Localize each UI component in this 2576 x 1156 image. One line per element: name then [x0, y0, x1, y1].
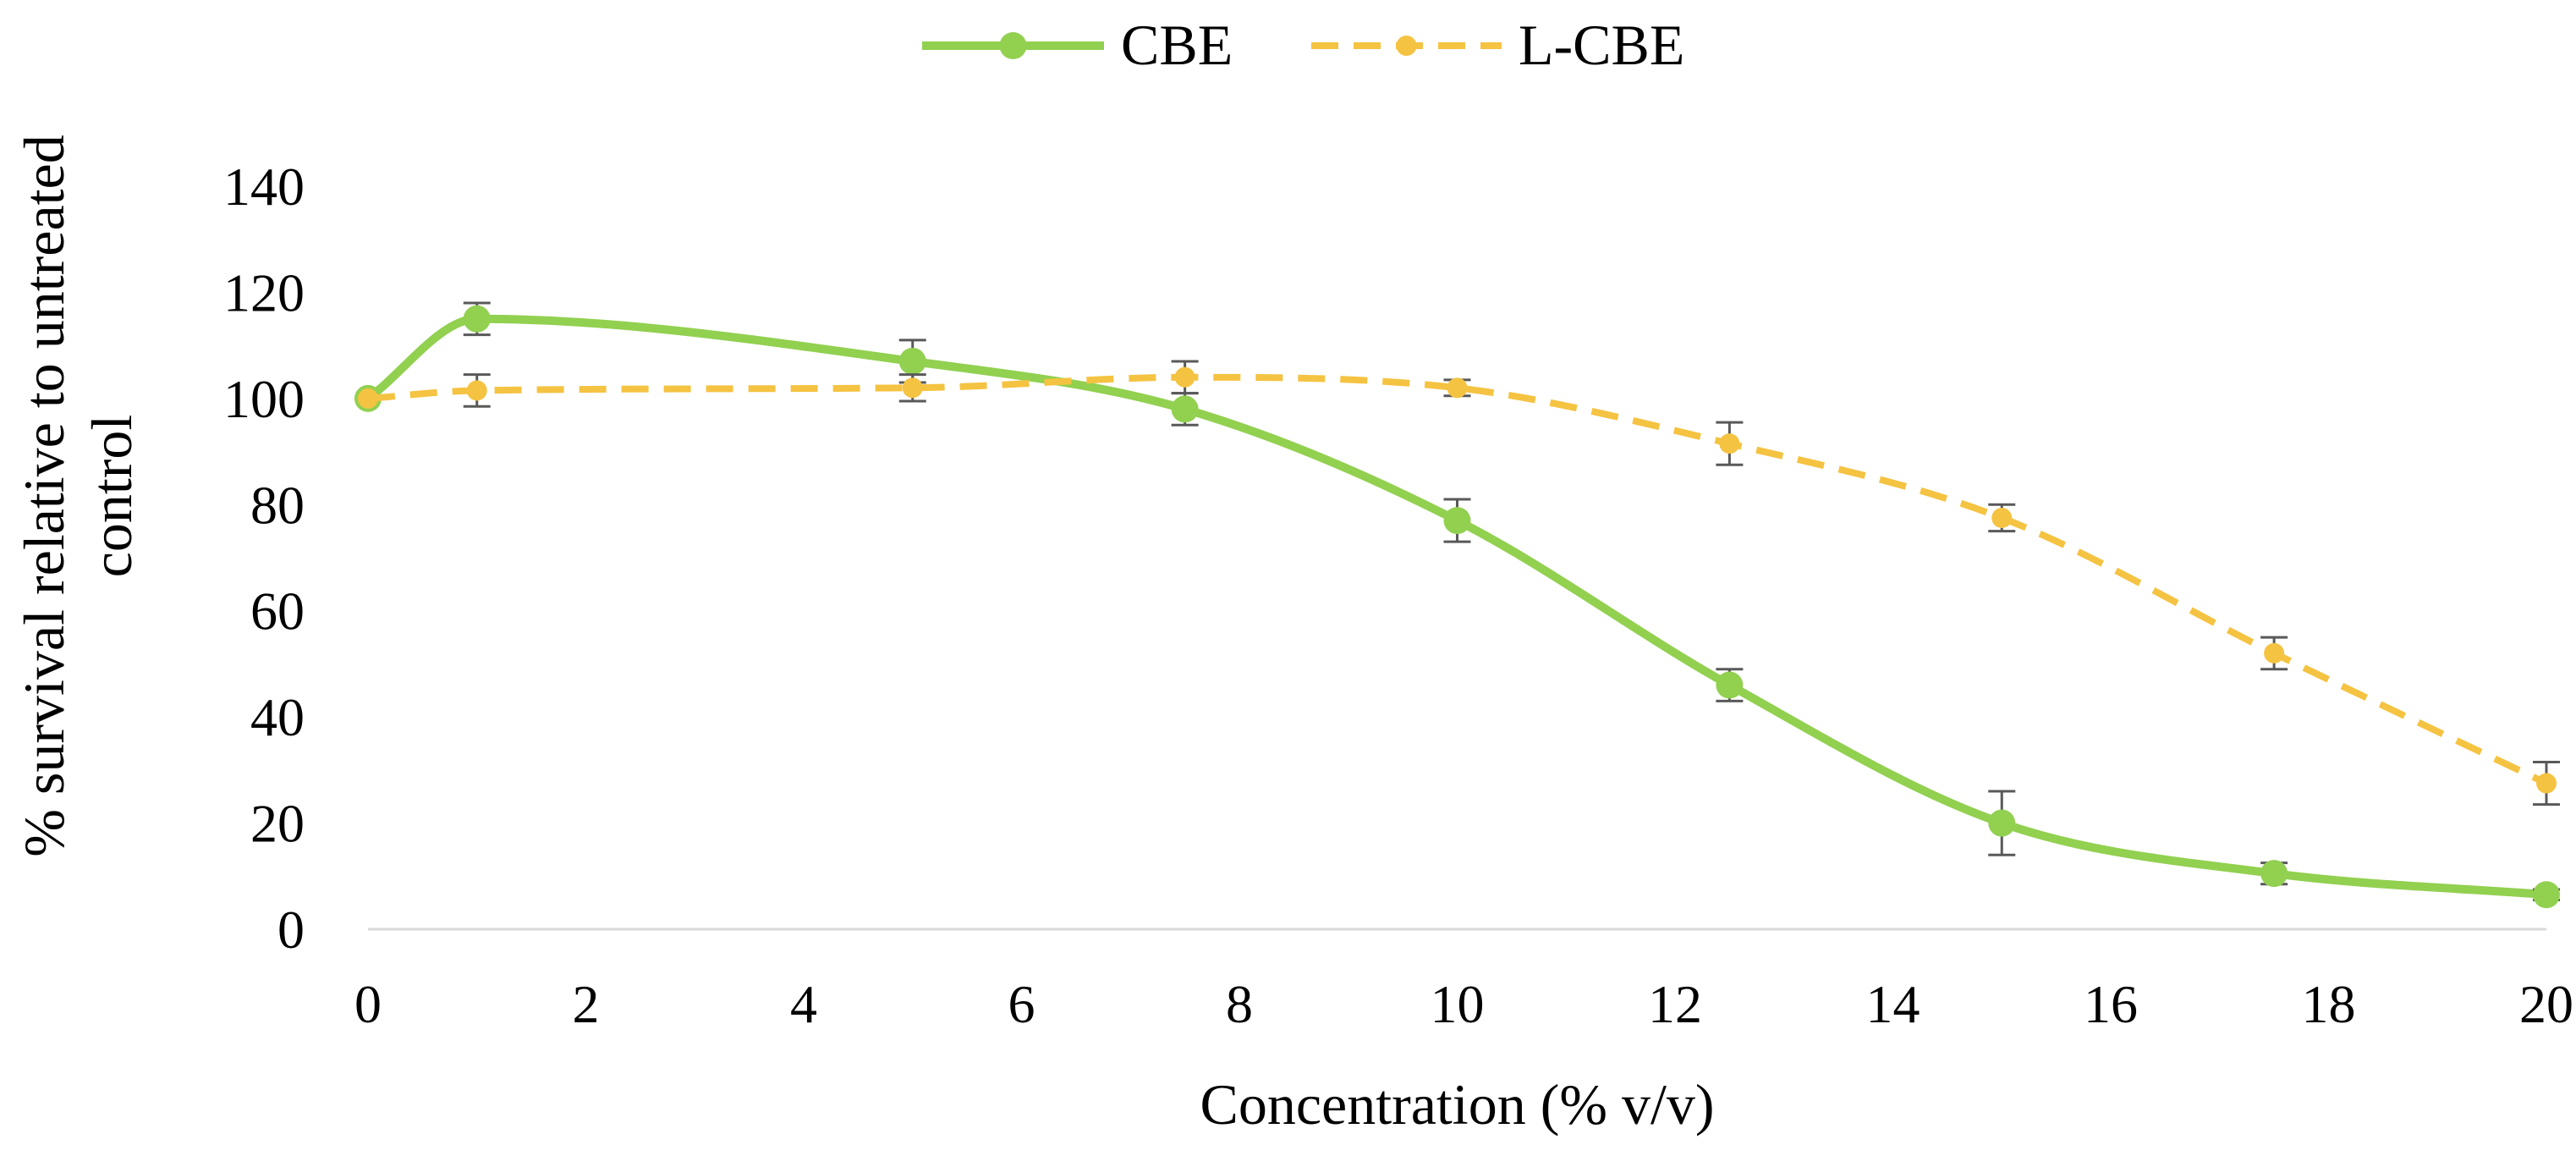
legend-label: CBE: [1121, 13, 1233, 77]
y-tick-label: 60: [250, 581, 305, 641]
x-tick-label: 10: [1431, 974, 1485, 1034]
data-point: [1171, 395, 1199, 423]
x-axis-ticks: 0 2 4 6 8 10 12 14 16 18 20: [354, 974, 2573, 1034]
y-axis-ticks: 0 20 40 60 80 100 120 140: [223, 157, 305, 960]
x-tick-label: 4: [790, 974, 817, 1034]
data-point: [1716, 671, 1744, 699]
data-point: [1719, 433, 1740, 454]
y-tick-label: 0: [277, 900, 305, 960]
y-tick-label: 100: [223, 369, 305, 429]
data-point: [358, 388, 378, 409]
x-tick-label: 8: [1226, 974, 1253, 1034]
data-point: [2264, 642, 2285, 663]
x-tick-label: 6: [1008, 974, 1035, 1034]
data-point: [2533, 881, 2560, 909]
series-line-l-cbe: [367, 373, 2548, 787]
x-tick-label: 18: [2302, 974, 2356, 1034]
x-tick-label: 14: [1866, 974, 1920, 1034]
data-point: [466, 380, 487, 401]
legend: CBE L-CBE: [922, 13, 1684, 77]
data-point: [1174, 366, 1195, 388]
series-layer: [354, 301, 2560, 909]
data-point: [2260, 860, 2288, 888]
y-tick-label: 40: [250, 687, 305, 747]
y-axis-title-line-1: % survival relative to untreated: [12, 135, 76, 856]
legend-item-l-cbe: L-CBE: [1311, 13, 1684, 77]
x-tick-label: 12: [1648, 974, 1702, 1034]
data-point: [2536, 773, 2557, 794]
data-point: [463, 305, 491, 333]
legend-item-cbe: CBE: [922, 13, 1233, 77]
legend-swatch-marker: [999, 32, 1027, 59]
x-tick-label: 2: [573, 974, 600, 1034]
series-line-cbe: [365, 314, 2547, 900]
x-tick-label: 0: [354, 974, 382, 1034]
x-tick-label: 20: [2519, 974, 2573, 1034]
x-tick-label: 16: [2084, 974, 2138, 1034]
legend-swatch-marker: [1396, 36, 1417, 56]
series-l-cbe: [358, 360, 2560, 806]
y-axis-title-line-2: control: [80, 415, 144, 578]
y-tick-label: 80: [250, 475, 305, 535]
data-point: [1988, 809, 2016, 837]
data-point: [1991, 507, 2013, 528]
data-point: [902, 377, 923, 399]
y-tick-label: 120: [223, 262, 305, 322]
y-axis-title: % survival relative to untreated control: [12, 135, 144, 856]
data-point: [898, 347, 926, 375]
y-tick-label: 20: [250, 794, 305, 854]
data-point: [1443, 507, 1471, 535]
data-point: [1447, 377, 1468, 399]
y-tick-label: 140: [223, 157, 305, 217]
legend-label: L-CBE: [1519, 13, 1684, 77]
x-axis-title: Concentration (% v/v): [1200, 1072, 1714, 1137]
